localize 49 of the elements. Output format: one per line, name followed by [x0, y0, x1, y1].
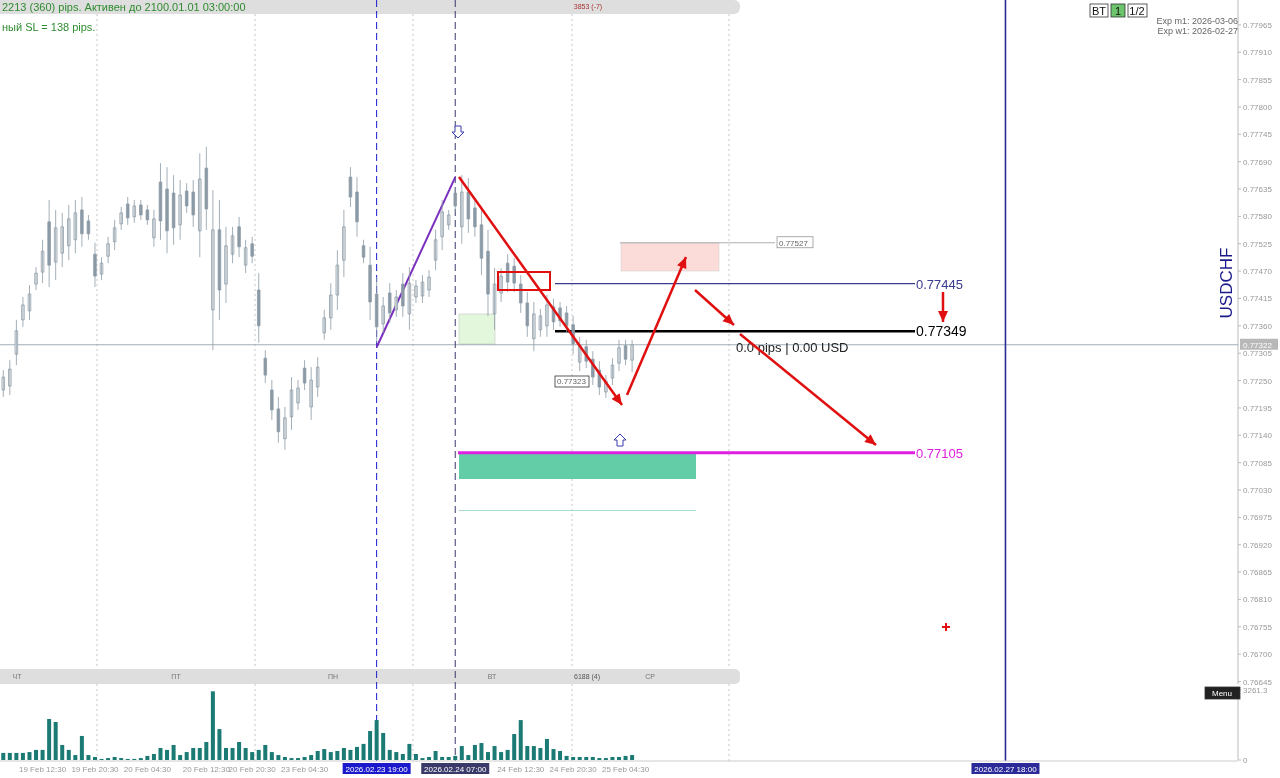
y-tick-label: 0.77360 — [1243, 321, 1273, 331]
y-tick-label: 0.76700 — [1243, 650, 1273, 660]
y-tick-label: 0.76975 — [1243, 513, 1273, 523]
y-tick-label: 0.77195 — [1243, 403, 1273, 413]
y-tick-label: 0.77690 — [1243, 157, 1273, 167]
annotation: 1 — [1114, 5, 1122, 17]
y-tick-label: 0.77855 — [1243, 75, 1273, 85]
x-tick-label: 2026.02.23 19:00 — [345, 765, 409, 774]
ref-line-label: 0.77527 — [779, 238, 809, 248]
y-tick-label: 0.77580 — [1243, 212, 1273, 222]
x-tick-label: 24 Feb 20:30 — [549, 765, 598, 774]
y-tick-label: 0.77305 — [1243, 349, 1273, 359]
x-tick-label: 23 Feb 04:30 — [281, 765, 329, 774]
y-tick-label: 0.77965 — [1243, 20, 1273, 30]
y-tick-label: 3261.3 — [1243, 686, 1269, 695]
x-tick-label: 19 Feb 20:30 — [71, 765, 120, 774]
ref-line-label: 0.77349 — [916, 323, 967, 340]
x-tick-label: 19 Feb 12:30 — [19, 765, 67, 774]
y-tick-label: 0.76865 — [1243, 568, 1273, 578]
y-tick-label: 0.76755 — [1243, 622, 1273, 632]
y-tick-label: 0.76645 — [1243, 677, 1273, 687]
annotation: Exp m1: 2026-03-06 — [1156, 16, 1238, 26]
x-tick-label: 20 Feb 04:30 — [123, 765, 172, 774]
x-tick-label: 2026.02.24 07:00 — [424, 765, 487, 774]
annotation: Exp w1: 2026-02-27 — [1157, 26, 1238, 36]
y-tick-label: 0.77525 — [1243, 239, 1273, 249]
x-tick-label: 2026.02.27 18:00 — [974, 765, 1038, 774]
ref-line-label: 0.77322 — [1243, 340, 1273, 350]
ref-line-label: 0.77105 — [916, 445, 963, 461]
annotation: ный SL = 138 pips. — [2, 21, 96, 33]
y-tick-label: 0.76810 — [1243, 595, 1273, 605]
y-tick-label: 0.77745 — [1243, 130, 1273, 140]
annotation: 2213 (360) pips. Активен до 2100.01.01 03:00:00 — [2, 1, 246, 13]
y-tick-label: 0.77085 — [1243, 458, 1273, 468]
annotation: Menu — [1211, 689, 1233, 698]
y-tick-label: 0.77140 — [1243, 431, 1273, 441]
y-tick-label: 0.77470 — [1243, 267, 1273, 277]
y-tick-label: 0.77415 — [1243, 294, 1273, 304]
x-tick-label: 25 Feb 04:30 — [601, 765, 650, 774]
annotation: USDCHF — [1217, 247, 1237, 319]
y-tick-label: 0.76920 — [1243, 540, 1273, 550]
x-tick-label: 24 Feb 12:30 — [497, 765, 545, 774]
y-tick-label: 0.77910 — [1243, 48, 1273, 58]
ref-line-label: 0.77445 — [916, 276, 963, 292]
y-tick-label: 0.77030 — [1243, 486, 1273, 495]
y-tick-label: 0.77635 — [1243, 185, 1273, 195]
y-tick-label: 0.77250 — [1243, 376, 1273, 386]
y-tick-label: 0 — [1243, 756, 1248, 765]
y-tick-label: 0.77800 — [1243, 102, 1273, 112]
